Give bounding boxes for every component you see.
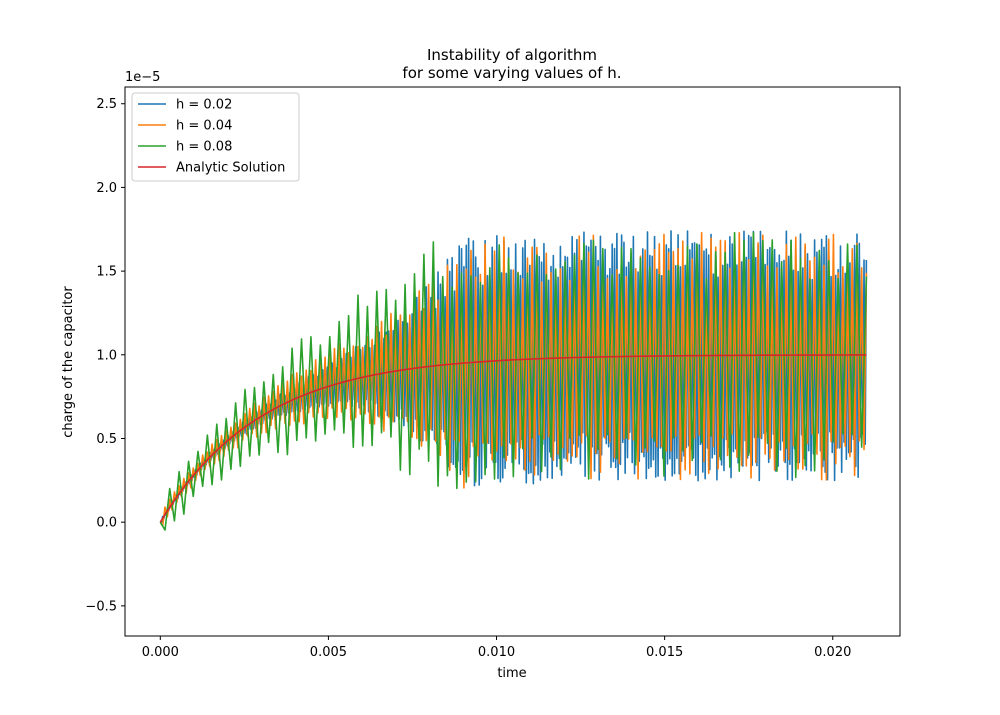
y-tick-label: 0.0 (96, 516, 117, 531)
axes-frame (124, 86, 901, 637)
x-tick-label: 0.015 (646, 645, 683, 660)
y-axis-label: charge of the capacitor (61, 286, 76, 438)
x-tick-label: 0.010 (478, 645, 515, 660)
legend-label-1: h = 0.04 (176, 119, 232, 134)
x-tick-label: 0.000 (142, 645, 179, 660)
legend-label-2: h = 0.08 (176, 140, 232, 155)
chart-title: Instability of algorithm for some varyin… (402, 46, 621, 82)
chart-title-line-1: Instability of algorithm (427, 46, 597, 64)
x-axis: 0.000 0.005 0.010 0.015 0.020 (142, 636, 851, 660)
y-tick-label: 1.0 (96, 348, 117, 363)
y-tick-label: 0.5 (96, 432, 117, 447)
plot-area (159, 230, 868, 531)
y-offset-label: 1e−5 (125, 70, 160, 85)
series-line-2 (159, 231, 868, 531)
x-axis-label: time (497, 666, 526, 681)
chart-title-line-2: for some varying values of h. (402, 64, 621, 82)
legend-box (131, 92, 300, 182)
legend: h = 0.02 h = 0.04 h = 0.08 Analytic Solutio… (131, 92, 300, 182)
x-tick-label: 0.005 (310, 645, 347, 660)
x-tick-label: 0.020 (814, 645, 851, 660)
legend-label-0: h = 0.02 (176, 98, 232, 113)
series-line-1 (159, 231, 868, 527)
legend-label-3: Analytic Solution (176, 161, 285, 176)
series-line-3 (159, 354, 867, 523)
y-tick-label: 2.0 (96, 181, 117, 196)
y-tick-label: −0.5 (85, 599, 117, 614)
y-axis: −0.5 0.0 0.5 1.0 1.5 2.0 2.5 (85, 97, 125, 614)
y-tick-label: 1.5 (96, 265, 117, 280)
y-tick-label: 2.5 (96, 97, 117, 112)
